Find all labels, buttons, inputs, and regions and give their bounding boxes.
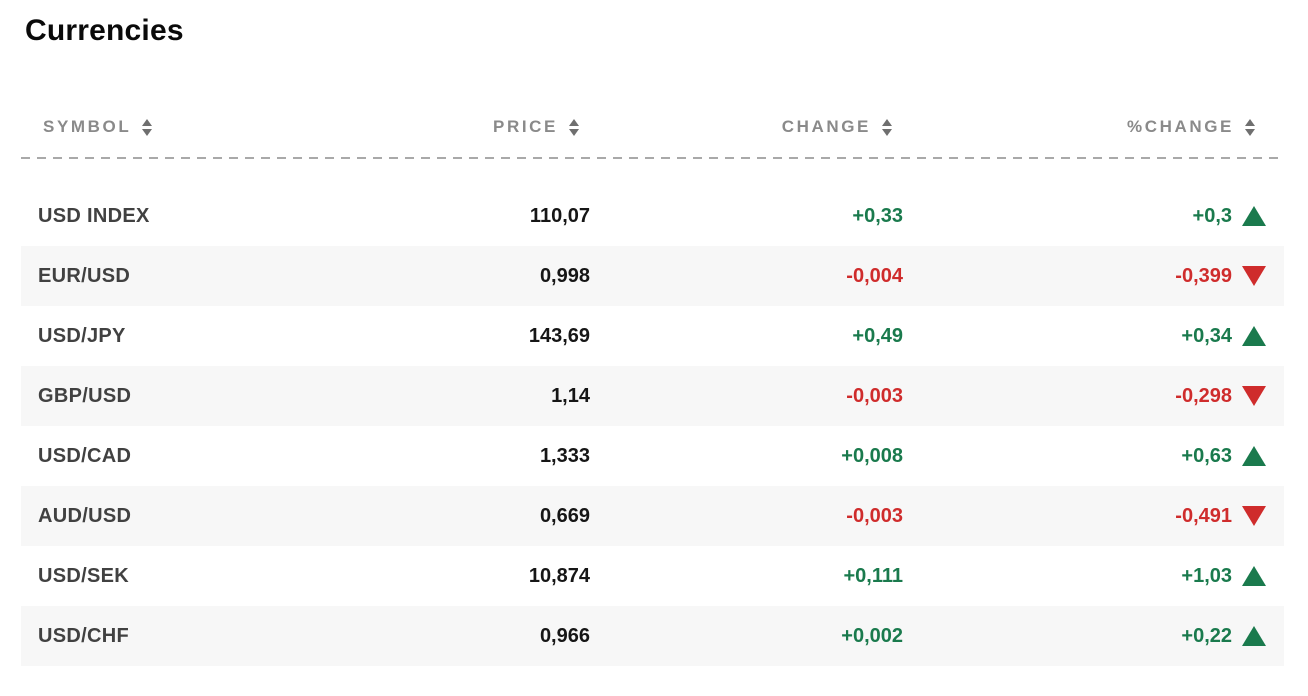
column-header-change[interactable]: CHANGE — [590, 117, 903, 137]
pct-change-cell: +0,3 — [903, 205, 1284, 228]
triangle-up-icon — [1242, 626, 1266, 646]
price-cell: 0,998 — [539, 264, 590, 287]
price-cell: 1,14 — [551, 384, 590, 407]
symbol-cell: USD/CAD — [38, 444, 132, 467]
triangle-up-icon — [1242, 446, 1266, 466]
pct-change-value: +1,03 — [1181, 564, 1232, 587]
symbol-cell: AUD/USD — [38, 504, 132, 527]
pct-change-value: -0,491 — [1175, 504, 1232, 527]
symbol-cell: USD INDEX — [38, 204, 150, 227]
table-row[interactable]: USD/SEK 10,874 +0,111 +1,03 — [21, 546, 1284, 606]
sort-arrows-icon — [569, 118, 579, 136]
sort-arrows-icon — [142, 118, 153, 136]
symbol-cell: EUR/USD — [38, 264, 131, 287]
price-cell: 0,966 — [539, 624, 590, 647]
currencies-table-body: USD INDEX 110,07 +0,33 +0,3 EUR/USD 0,99… — [21, 186, 1284, 666]
price-cell: 143,69 — [528, 324, 590, 347]
pct-change-cell: +0,22 — [903, 625, 1284, 648]
pct-change-value: -0,399 — [1175, 264, 1232, 287]
pct-change-value: -0,298 — [1175, 384, 1232, 407]
column-header-pct-change[interactable]: %CHANGE — [903, 117, 1284, 137]
header-dashed-divider — [21, 157, 1284, 159]
price-cell: 0,669 — [539, 504, 590, 527]
column-header-pct-change-label: %CHANGE — [1127, 117, 1234, 136]
column-header-price-label: PRICE — [493, 117, 558, 136]
pct-change-value: +0,63 — [1181, 444, 1232, 467]
change-cell: +0,002 — [841, 624, 903, 647]
symbol-cell: USD/JPY — [38, 324, 126, 347]
triangle-down-icon — [1242, 266, 1266, 286]
triangle-up-icon — [1242, 566, 1266, 586]
price-cell: 110,07 — [529, 204, 590, 227]
pct-change-value: +0,34 — [1181, 324, 1232, 347]
pct-change-cell: -0,298 — [903, 385, 1284, 408]
change-cell: -0,003 — [846, 384, 903, 407]
table-row[interactable]: USD INDEX 110,07 +0,33 +0,3 — [21, 186, 1284, 246]
table-row[interactable]: USD/CHF 0,966 +0,002 +0,22 — [21, 606, 1284, 666]
triangle-up-icon — [1242, 326, 1266, 346]
pct-change-value: +0,3 — [1192, 204, 1232, 227]
table-header-row: SYMBOL PRICE CHANGE %CHANGE — [21, 112, 1284, 142]
price-cell: 10,874 — [528, 564, 590, 587]
currencies-panel: Currencies SYMBOL PRICE CHANGE %CHANGE U… — [21, 14, 1284, 666]
pct-change-value: +0,22 — [1181, 624, 1232, 647]
pct-change-cell: +0,34 — [903, 325, 1284, 348]
change-cell: +0,111 — [843, 564, 903, 587]
triangle-down-icon — [1242, 386, 1266, 406]
pct-change-cell: -0,399 — [903, 265, 1284, 288]
table-row[interactable]: EUR/USD 0,998 -0,004 -0,399 — [21, 246, 1284, 306]
change-cell: -0,003 — [846, 504, 903, 527]
change-cell: -0,004 — [846, 264, 903, 287]
table-row[interactable]: GBP/USD 1,14 -0,003 -0,298 — [21, 366, 1284, 426]
page-title: Currencies — [25, 14, 184, 47]
table-row[interactable]: USD/CAD 1,333 +0,008 +0,63 — [21, 426, 1284, 486]
triangle-down-icon — [1242, 506, 1266, 526]
price-cell: 1,333 — [539, 444, 590, 467]
pct-change-cell: -0,491 — [903, 505, 1284, 528]
symbol-cell: USD/CHF — [38, 624, 129, 647]
pct-change-cell: +1,03 — [903, 565, 1284, 588]
change-cell: +0,49 — [852, 324, 903, 347]
symbol-cell: GBP/USD — [38, 384, 132, 407]
column-header-symbol[interactable]: SYMBOL — [21, 117, 321, 137]
sort-arrows-icon — [1245, 118, 1255, 136]
column-header-price[interactable]: PRICE — [321, 117, 590, 137]
table-row[interactable]: USD/JPY 143,69 +0,49 +0,34 — [21, 306, 1284, 366]
change-cell: +0,008 — [841, 444, 903, 467]
sort-arrows-icon — [882, 118, 892, 136]
column-header-symbol-label: SYMBOL — [43, 117, 132, 136]
symbol-cell: USD/SEK — [38, 564, 130, 587]
table-row[interactable]: AUD/USD 0,669 -0,003 -0,491 — [21, 486, 1284, 546]
pct-change-cell: +0,63 — [903, 445, 1284, 468]
column-header-change-label: CHANGE — [781, 117, 871, 136]
change-cell: +0,33 — [852, 204, 903, 227]
triangle-up-icon — [1242, 206, 1266, 226]
